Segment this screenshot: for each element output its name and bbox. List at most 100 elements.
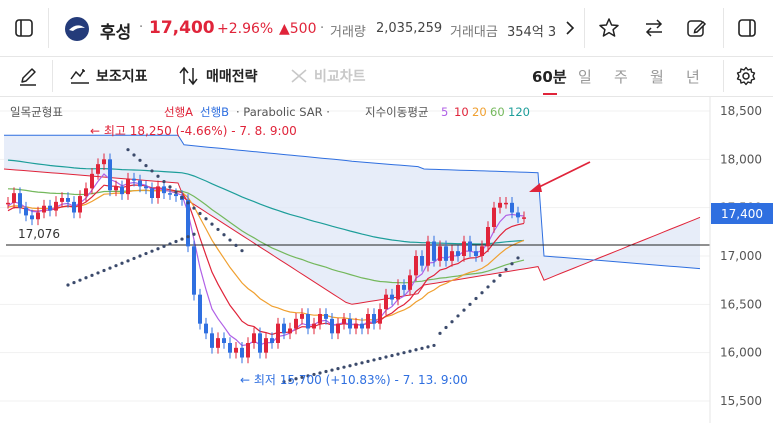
period-month[interactable]: 월 [650,68,664,86]
candle-body [348,318,352,329]
candle-body [228,343,232,353]
candle-body [276,323,280,343]
low-price-label: ← 최저 15,700 (+10.83%) - 7. 13. 9:00 [240,373,468,387]
chart-toolbar: 보조지표 매매전략 비교차트 60분 일 주 월 년 [0,56,773,97]
amount-label: 거래대금 [450,25,498,40]
legend-span-b: 선행B [200,105,229,119]
compare-icon [291,69,307,83]
sar-dot [186,235,190,239]
sar-dot [120,261,124,265]
change-percent: +2.96% [217,21,274,37]
sar-dot [192,232,196,236]
candle-body [384,294,388,310]
y-axis-tick-label: 17,000 [720,249,762,263]
indicator-button[interactable]: 보조지표 [70,65,148,87]
sar-dot [132,256,136,261]
sar-dot [306,374,310,378]
candle-body [222,338,226,343]
high-price-label: ← 최고 18,250 (-4.66%) - 7. 8. 9:00 [90,124,297,138]
sar-dot [282,380,286,384]
sar-dot [342,365,346,369]
chevron-right-icon[interactable] [561,16,579,40]
candle-body [30,215,34,220]
sar-dot [444,325,448,330]
candle-body [48,205,52,211]
sar-dot [474,296,478,301]
sar-dot [318,371,322,375]
edit-icon[interactable] [683,15,709,41]
price-chart[interactable]: 18,50018,00017,50017,00016,50016,00015,5… [0,97,773,423]
red-arrow-annotation [529,161,591,192]
candle-body [450,251,454,261]
sar-dot [192,206,196,210]
sar-dot [108,266,112,270]
sar-dot [462,308,466,312]
ichimoku-cloud [4,135,700,305]
sar-dot [138,158,142,162]
period-year[interactable]: 년 [686,68,700,86]
candle-body [174,194,178,197]
draw-pencil-icon[interactable] [16,64,40,88]
candle-body [66,198,70,202]
reference-price-label: 17,076 [18,227,60,241]
sar-dot [198,211,202,216]
period-60min[interactable]: 60분 [532,68,567,86]
period-day[interactable]: 일 [578,68,592,86]
sar-dot [174,239,178,244]
sar-dot [138,254,142,258]
current-price-badge-text: 17,400 [721,207,763,221]
sar-dot [390,353,394,358]
sar-dot [468,302,472,306]
trade-strategy-button[interactable]: 매매전략 [178,65,258,87]
compare-chart-label: 비교차트 [314,69,366,85]
candle-body [516,212,520,218]
y-axis-tick-label: 15,500 [720,394,762,408]
candle-body [438,246,442,261]
chart-legend: 일목균형표 선행A 선행B · Parabolic SAR · 지수이동평균 5… [10,105,530,119]
sar-dot [156,174,160,178]
sar-dot [132,153,136,157]
candle-body [270,338,274,343]
candle-body [216,338,220,348]
sar-dot [486,285,490,289]
candle-body [408,275,412,290]
legend-ema-20: 20 [472,105,487,119]
candle-body [90,173,94,189]
candlesticks [6,153,526,364]
sar-dot [426,345,430,349]
sar-dot [66,283,70,287]
sar-dot [222,233,226,237]
candle-body [480,246,484,256]
period-week[interactable]: 주 [614,68,628,86]
sar-dot [216,227,220,232]
indicator-label: 보조지표 [96,69,148,85]
candle-body [252,333,256,343]
compare-chart-button[interactable]: 비교차트 [290,65,366,87]
candle-body [240,347,244,358]
candle-body [114,186,118,191]
candle-body [282,323,286,334]
settings-gear-icon[interactable] [734,64,758,88]
sar-dot [156,247,160,251]
sar-dot [402,351,406,355]
trade-arrows-icon [179,66,198,86]
candle-body [72,201,76,213]
candle-body [162,186,166,194]
sidebar-toggle-icon[interactable] [10,14,38,42]
sar-dot [294,377,298,381]
swap-icon[interactable] [641,15,667,41]
price-chart-svg[interactable]: 18,50018,00017,50017,00016,50016,00015,5… [0,97,773,423]
candle-body [96,164,100,174]
star-icon[interactable] [596,15,622,41]
ichimoku-span-a [3,168,701,305]
y-axis-tick-label: 18,000 [720,152,762,166]
candle-body [498,202,502,208]
panel-toggle-icon[interactable] [734,15,760,41]
legend-span-a: 선행A [164,105,193,119]
candle-body [366,314,370,329]
sar-dot [150,249,154,253]
current-price-badge [711,203,773,224]
candle-body [54,201,58,211]
amount-value: 354억 3 [507,25,557,40]
candle-body [336,323,340,334]
